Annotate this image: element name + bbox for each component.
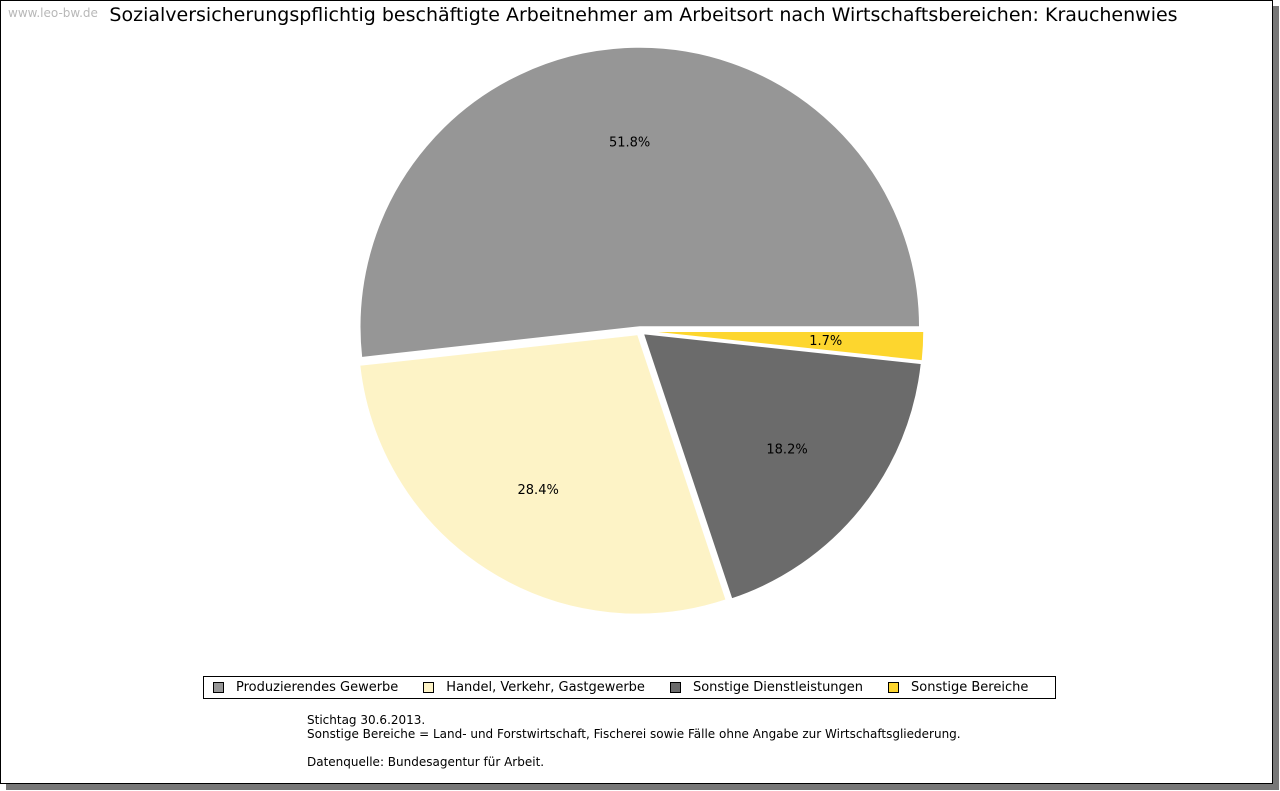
pie-slice	[359, 46, 921, 359]
legend-label: Produzierendes Gewerbe	[236, 680, 399, 695]
pie-chart: 51.8% 28.4% 18.2% 1.7%	[358, 46, 925, 616]
slice-data-label: 1.7%	[809, 334, 842, 349]
legend: Produzierendes Gewerbe Handel, Verkehr, …	[203, 676, 1056, 699]
legend-swatch	[423, 682, 435, 693]
chart-title: Sozialversicherungspflichtig beschäftigt…	[109, 4, 1178, 26]
pie-slice	[642, 332, 923, 601]
pie-slice	[643, 330, 925, 362]
legend-label: Handel, Verkehr, Gastgewerbe	[446, 680, 645, 695]
legend-item: Handel, Verkehr, Gastgewerbe	[423, 680, 645, 695]
legend-swatch	[213, 682, 224, 693]
slice-data-label: 18.2%	[766, 442, 807, 457]
note-source: Datenquelle: Bundesagentur für Arbeit.	[307, 755, 545, 769]
footnotes: Stichtag 30.6.2013. Sonstige Bereiche = …	[307, 713, 961, 769]
legend-item: Produzierendes Gewerbe	[213, 680, 398, 695]
legend-item: Sonstige Bereiche	[888, 680, 1028, 695]
legend-swatch	[888, 682, 900, 693]
pie-slice	[358, 333, 728, 616]
legend-item: Sonstige Dienstleistungen	[669, 680, 864, 695]
legend-swatch	[669, 682, 681, 693]
note-definition: Sonstige Bereiche = Land- und Forstwirts…	[307, 727, 961, 741]
legend-label: Sonstige Bereiche	[911, 680, 1029, 695]
legend-label: Sonstige Dienstleistungen	[692, 680, 864, 695]
watermark: www.leo-bw.de	[8, 6, 98, 20]
slice-data-label: 28.4%	[518, 483, 559, 498]
note-date: Stichtag 30.6.2013.	[307, 713, 426, 727]
slice-data-label: 51.8%	[609, 135, 650, 150]
